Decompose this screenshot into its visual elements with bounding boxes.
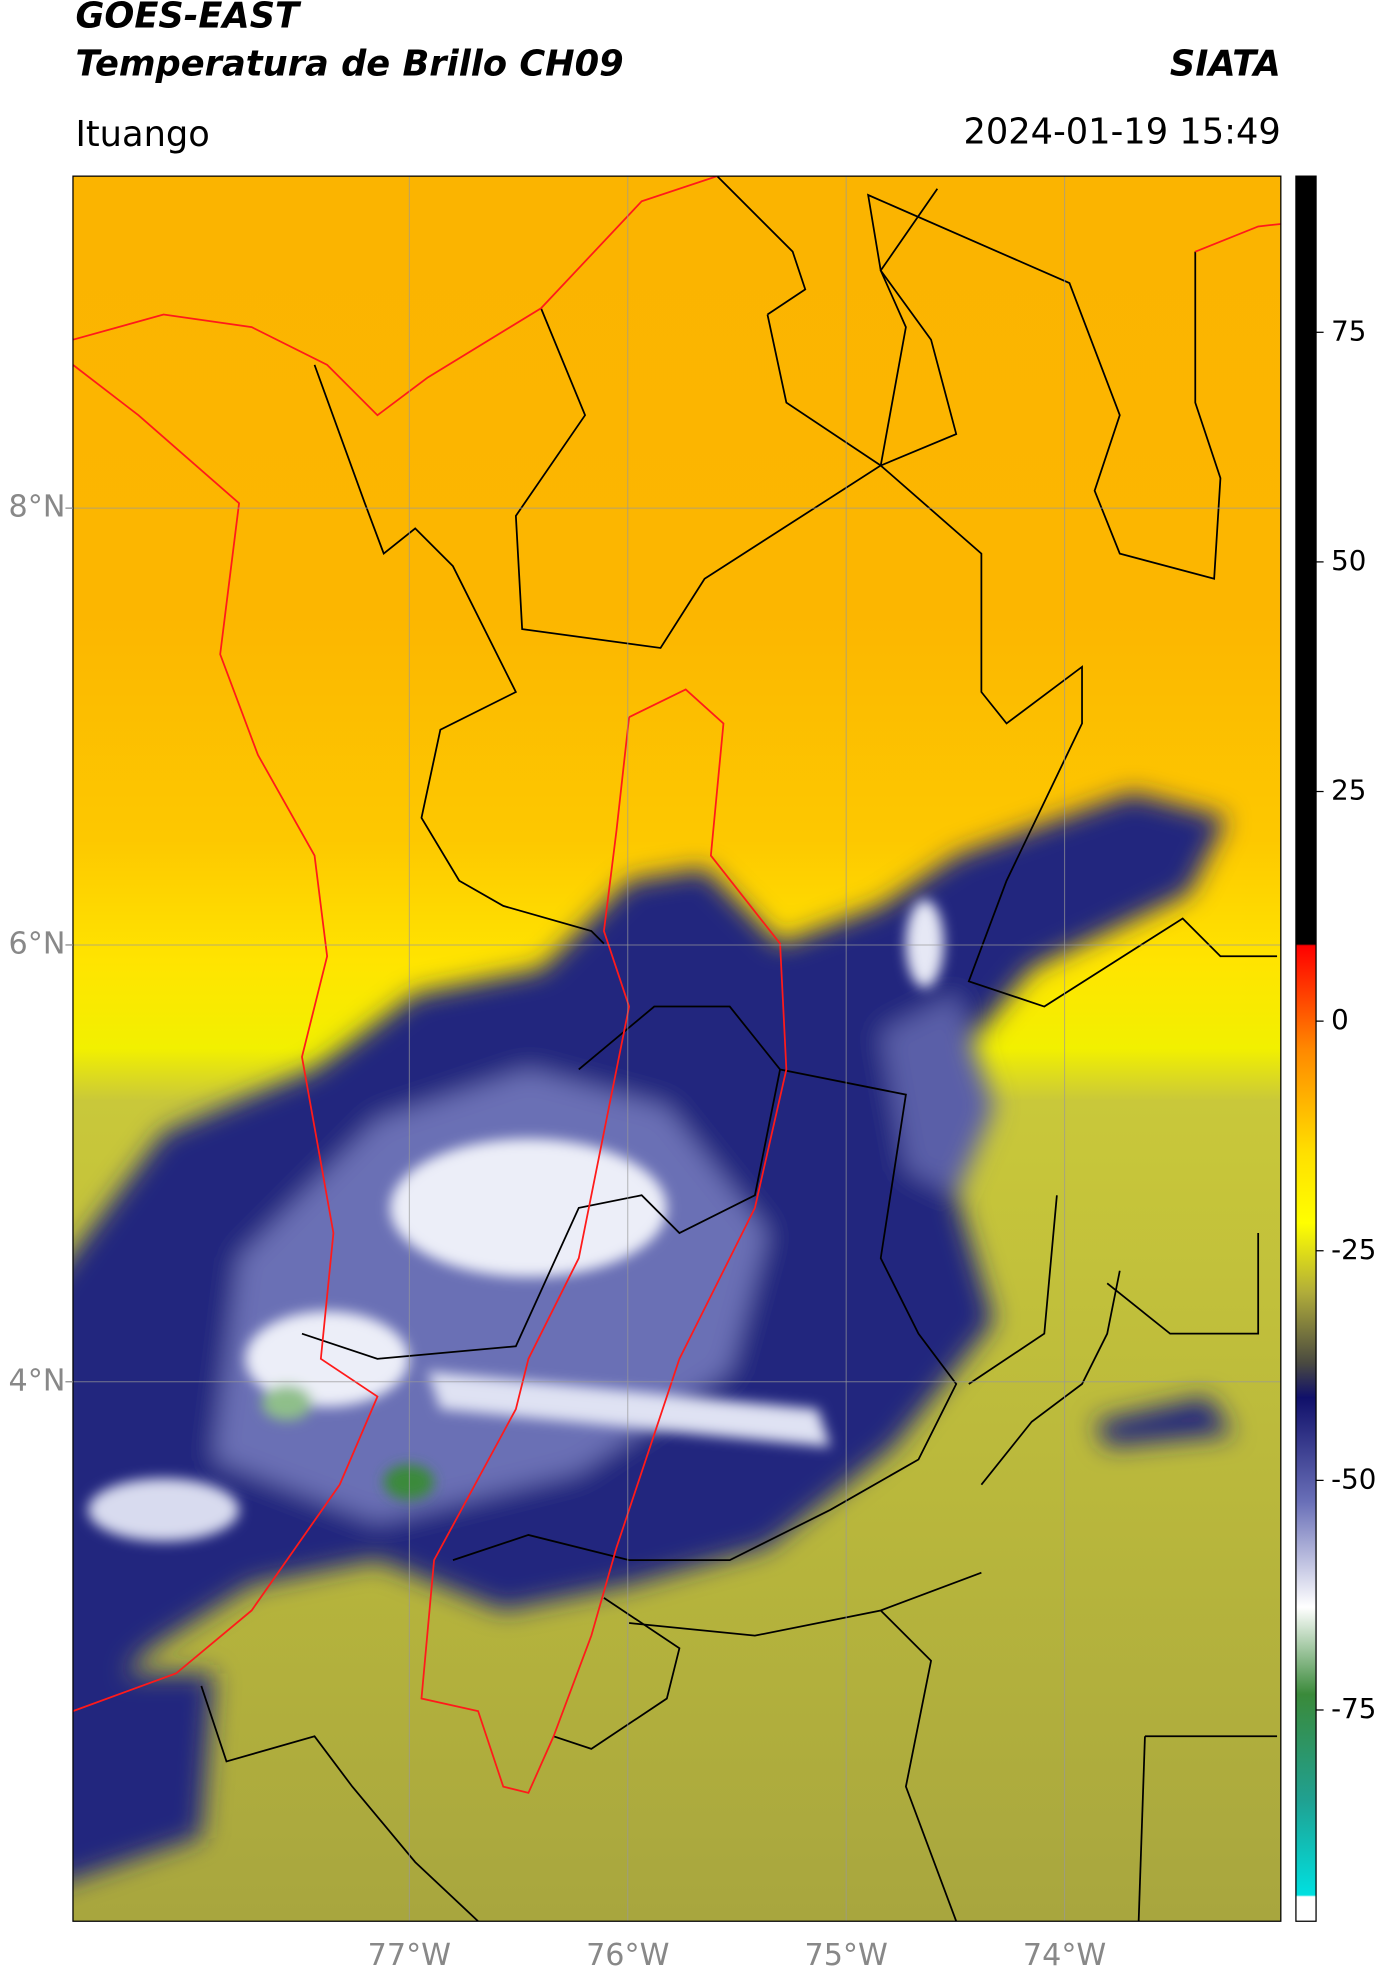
colorbar-tick-label: 75 — [1331, 314, 1366, 347]
cloud-core — [88, 899, 944, 1542]
y-tick-label: 8°N — [9, 490, 66, 525]
colorbar-tick-label: 25 — [1331, 774, 1366, 807]
colorbar-tick-label: 0 — [1331, 1003, 1349, 1036]
coastline — [72, 176, 1281, 1794]
colorbar — [1295, 175, 1317, 1922]
y-tick-label: 4°N — [9, 1363, 66, 1398]
x-tick-label: 75°W — [804, 1938, 887, 1973]
colorbar-tick-label: -25 — [1331, 1233, 1376, 1266]
y-tick-label: 6°N — [9, 926, 66, 961]
x-tick-label: 74°W — [1023, 1938, 1106, 1973]
region: Ituango — [75, 114, 209, 155]
colorbar-tick-label: -75 — [1331, 1692, 1376, 1725]
title: GOES-EAST — [75, 0, 302, 37]
source: SIATA — [1170, 43, 1281, 84]
colorbar-tick-label: 50 — [1331, 544, 1366, 577]
map-frame — [72, 175, 1282, 1922]
x-tick-label: 76°W — [586, 1938, 669, 1973]
subtitle: Temperatura de Brillo CH09 — [75, 43, 623, 84]
colorbar-tick-label: -50 — [1331, 1462, 1376, 1495]
grid — [72, 176, 1281, 1922]
borders — [200, 176, 1278, 1922]
datetime: 2024-01-19 15:49 — [963, 111, 1280, 152]
map — [72, 176, 1281, 1922]
x-tick-label: 77°W — [368, 1938, 451, 1973]
